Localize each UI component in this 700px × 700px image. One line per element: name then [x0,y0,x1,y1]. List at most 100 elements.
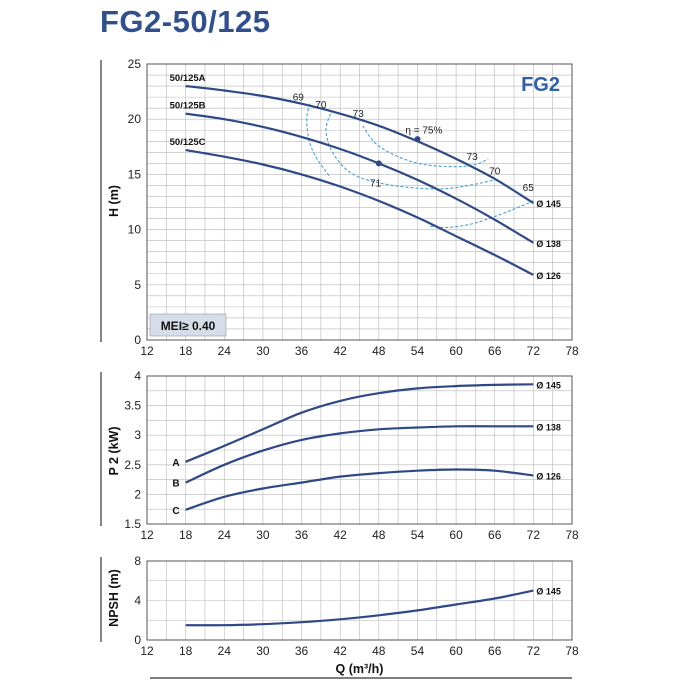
npsh-curve-series [185,589,534,627]
efficiency-label: 71 [370,179,382,190]
curve-name-label: C [172,506,179,517]
npsh-x-axis-label: Q (m³/h) [336,662,384,676]
y-tick-label: 15 [128,167,142,181]
curve-name-label: 50/125C [170,137,206,148]
x-tick-label: 54 [411,344,425,358]
y-tick-label: 0 [134,333,141,347]
head-curve-50/125A [185,85,534,205]
curve-name-label: 50/125A [170,73,206,84]
y-tick-label: 2.5 [124,458,141,472]
x-tick-label: 24 [218,644,232,658]
x-tick-label: 48 [372,644,386,658]
efficiency-contour-73 [362,125,489,168]
x-tick-label: 66 [488,644,502,658]
y-tick-label: 25 [128,57,142,71]
impeller-diameter-label: Ø 145 [536,380,561,390]
best-efficiency-point [414,136,421,143]
efficiency-contour-70 [325,113,495,190]
impeller-diameter-label: Ø 145 [536,587,561,597]
x-tick-label: 42 [334,644,348,658]
x-tick-label: 78 [565,644,579,658]
x-tick-label: 18 [179,528,193,542]
impeller-diameter-label: Ø 138 [536,422,561,432]
curve-name-label: 50/125B [170,101,206,112]
efficiency-label: 65 [523,183,535,194]
head-y-axis-label: H (m) [107,185,121,217]
x-tick-label: 36 [295,644,309,658]
y-tick-label: 20 [128,112,142,126]
x-tick-label: 78 [565,528,579,542]
efficiency-label: η = 75% [405,126,442,137]
x-tick-label: 24 [218,344,232,358]
x-tick-label: 30 [256,528,270,542]
efficiency-label: 70 [489,166,501,177]
y-tick-label: 0 [134,633,141,647]
y-tick-label: 1.5 [124,517,141,531]
power-plot-frame [146,375,573,525]
mei-box [149,313,227,337]
impeller-diameter-label: Ø 145 [536,199,561,209]
power-curve-B [185,425,534,484]
x-tick-label: 18 [179,644,193,658]
page-title: FG2-50/125 [100,4,271,39]
efficiency-label: 69 [293,92,305,103]
x-tick-label: 42 [334,344,348,358]
x-tick-label: 72 [527,644,541,658]
x-tick-label: 60 [449,344,463,358]
impeller-diameter-label: Ø 138 [536,239,561,249]
y-tick-label: 5 [134,278,141,292]
x-tick-label: 18 [179,344,193,358]
y-tick-label: 10 [128,223,142,237]
x-tick-label: 60 [449,644,463,658]
x-tick-label: 60 [449,528,463,542]
x-tick-label: 72 [527,344,541,358]
npsh-y-axis-label: NPSH (m) [107,569,121,627]
y-tick-label: 3 [134,428,141,442]
head-curve-50/125B [185,112,534,244]
best-efficiency-point [375,160,382,167]
x-tick-label: 66 [488,528,502,542]
impeller-diameter-label: Ø 126 [536,471,561,481]
x-tick-label: 78 [565,344,579,358]
x-tick-label: 12 [140,344,154,358]
power-panel: 12 18 24 30 36 42 48 54 60 66 72 78 1.5 2 2.5 3 3.5 4 P 2 … [100,369,579,542]
x-tick-label: 36 [295,528,309,542]
power-curve-C [185,468,534,511]
head-panel: 12 18 24 30 36 42 48 54 60 66 72 78 0 5 10 15 20 25 H (m) Ø… [100,57,579,358]
x-tick-label: 66 [488,344,502,358]
y-tick-label: 8 [134,554,141,568]
y-tick-label: 2 [134,487,141,501]
head-plot-frame [146,63,573,341]
x-tick-label: 48 [372,528,386,542]
curve-name-label: B [172,479,179,490]
x-tick-label: 12 [140,644,154,658]
series-badge: FG2 [521,74,560,96]
efficiency-label: 73 [353,109,365,120]
npsh-plot-frame [146,560,573,641]
y-tick-label: 3.5 [124,399,141,413]
head-curve-50/125C [185,149,534,276]
x-tick-label: 54 [411,528,425,542]
y-tick-label: 4 [134,369,141,383]
efficiency-contour-69 [306,103,331,179]
curve-name-label: A [172,458,179,469]
mei-label: MEI≥ 0.40 [161,319,216,333]
x-tick-label: 30 [256,344,270,358]
x-tick-label: 72 [527,528,541,542]
x-tick-label: 30 [256,644,270,658]
impeller-diameter-label: Ø 126 [536,271,561,281]
x-tick-label: 42 [334,528,348,542]
efficiency-label: 73 [467,152,479,163]
power-curve-A [185,383,534,463]
x-tick-label: 24 [218,528,232,542]
x-tick-label: 54 [411,644,425,658]
x-tick-label: 12 [140,528,154,542]
y-tick-label: 4 [134,594,141,608]
x-tick-label: 48 [372,344,386,358]
power-y-axis-label: P 2 (kW) [107,426,121,475]
efficiency-contour-65 [430,200,534,229]
x-tick-label: 36 [295,344,309,358]
efficiency-label: 70 [315,100,327,111]
